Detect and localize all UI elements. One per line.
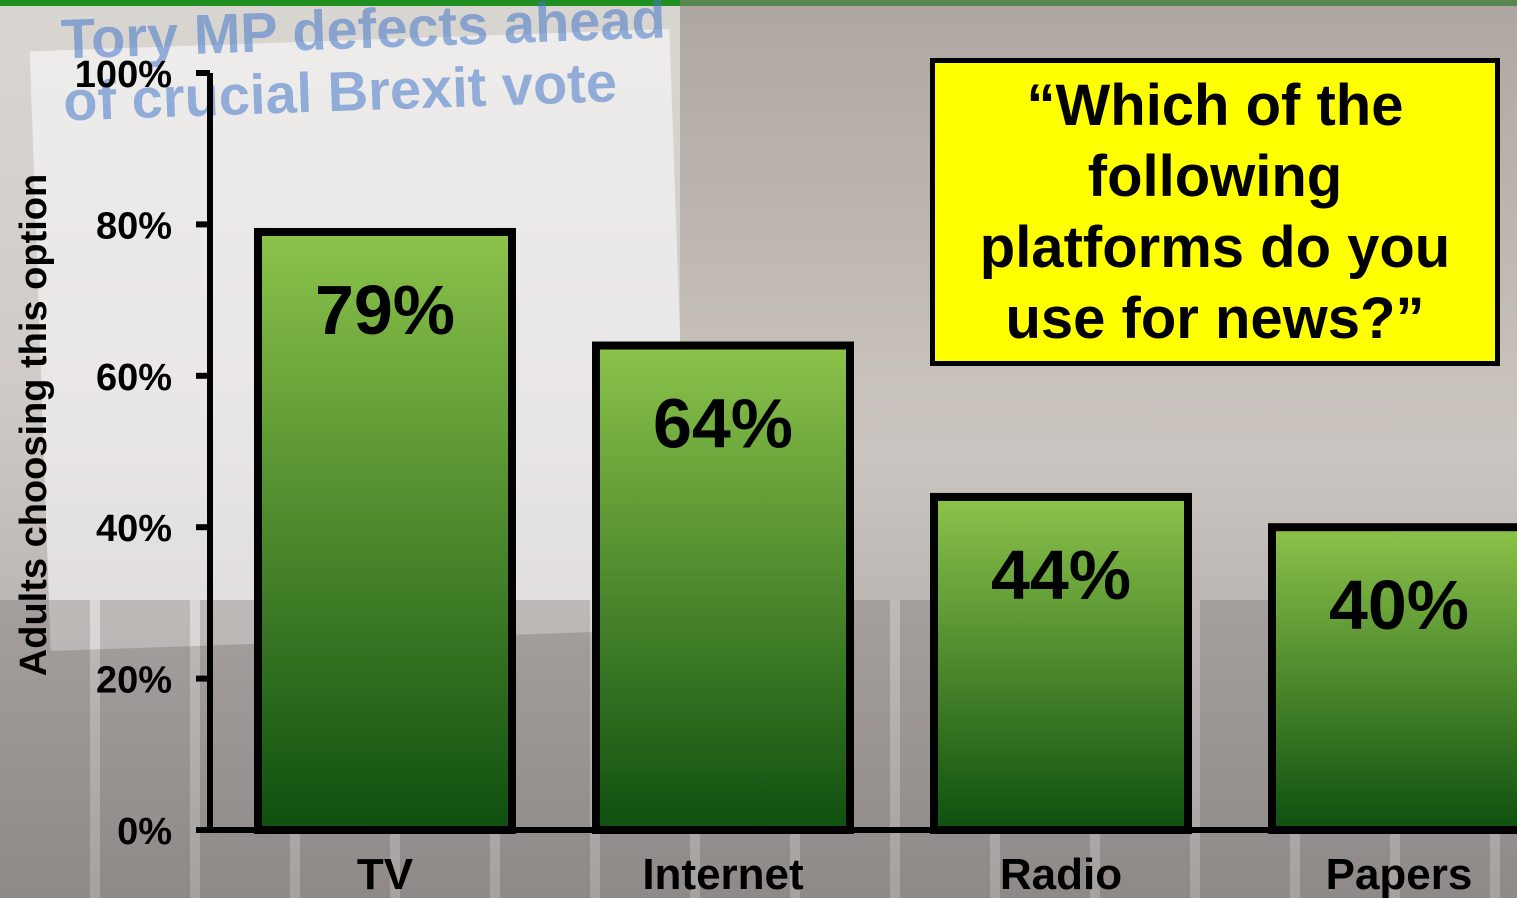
bar-radio (930, 492, 1192, 834)
data-label-tv: 79% (315, 271, 455, 349)
y-tick-label-60: 60% (96, 357, 172, 399)
bar-internet (592, 341, 854, 834)
x-tick-label-papers: Papers (1326, 850, 1473, 898)
y-tick-label-100: 100% (75, 54, 172, 96)
y-axis-label: Adults choosing this option (13, 174, 55, 676)
data-label-internet: 64% (653, 385, 793, 463)
y-tick-label-20: 20% (96, 660, 172, 702)
y-tick-label-40: 40% (96, 508, 172, 550)
data-label-papers: 40% (1329, 566, 1469, 644)
y-tick-label-80: 80% (96, 205, 172, 247)
x-tick-label-internet: Internet (642, 850, 804, 898)
question-text: “Which of the following platforms do you… (979, 73, 1451, 351)
data-label-radio: 44% (991, 536, 1131, 614)
y-tick-label-0: 0% (117, 811, 172, 853)
bar-papers (1268, 523, 1517, 834)
question-box: “Which of the following platforms do you… (930, 58, 1500, 366)
axes-group: TV Internet Radio Papers 0% 20% 40% 60% 80% 100% (75, 54, 1517, 898)
x-tick-label-radio: Radio (1000, 850, 1122, 898)
bars-group: 79% 64% 44% 40% (254, 227, 1517, 835)
x-tick-label-tv: TV (357, 850, 414, 898)
bar-tv (254, 227, 516, 835)
